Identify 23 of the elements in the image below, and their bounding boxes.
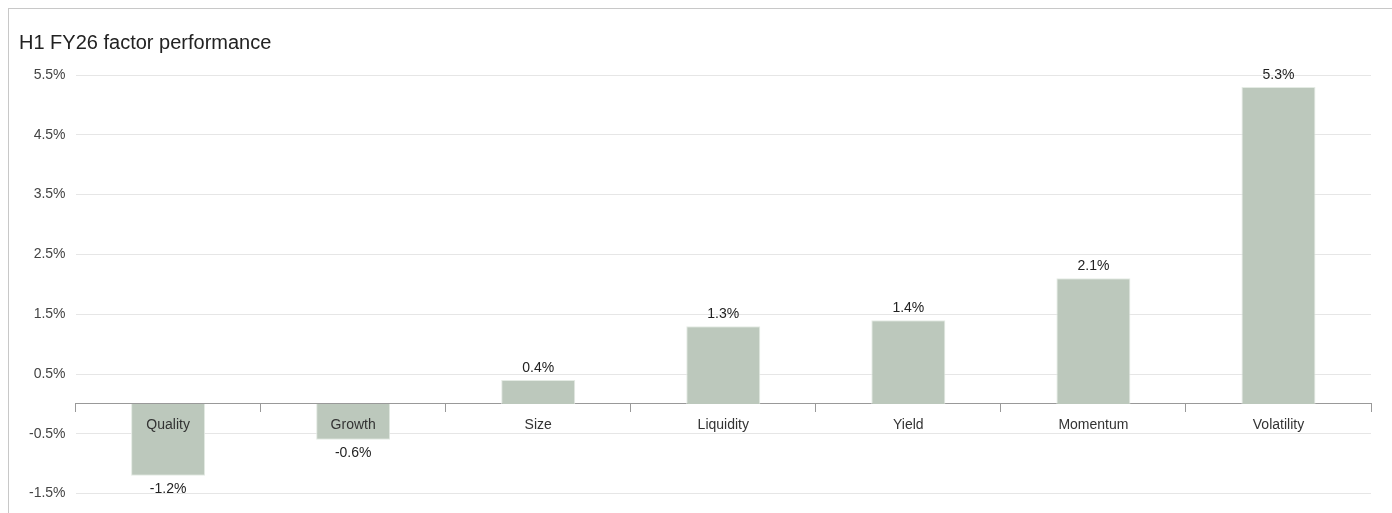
chart-title: H1 FY26 factor performance [19,30,272,53]
x-tick-label: Volatility [1252,415,1305,432]
x-tick-label: Quality [146,415,190,432]
y-tick-label: -1.5% [28,484,66,501]
x-tick-label: Liquidity [697,415,749,432]
y-tick-label: 5.5% [33,65,66,82]
data-label: 5.3% [1262,65,1295,82]
x-tick-label: Yield [893,415,924,432]
x-tick-label: Growth [330,415,376,432]
data-label: -0.6% [334,443,372,460]
data-label: 0.4% [522,358,555,375]
y-tick-label: 2.5% [33,245,66,262]
data-label: -1.2% [149,479,187,496]
data-label: 1.4% [892,299,925,316]
y-tick-label: 4.5% [33,125,66,142]
y-tick-label: 3.5% [33,185,66,202]
x-tick-label: Size [524,415,553,432]
data-label: 2.1% [1077,257,1110,274]
y-tick-label: -0.5% [28,424,66,441]
y-tick-label: 1.5% [33,305,66,322]
x-tick-label: Momentum [1058,415,1129,432]
data-label: 1.3% [707,305,740,322]
y-tick-label: 0.5% [33,364,66,381]
